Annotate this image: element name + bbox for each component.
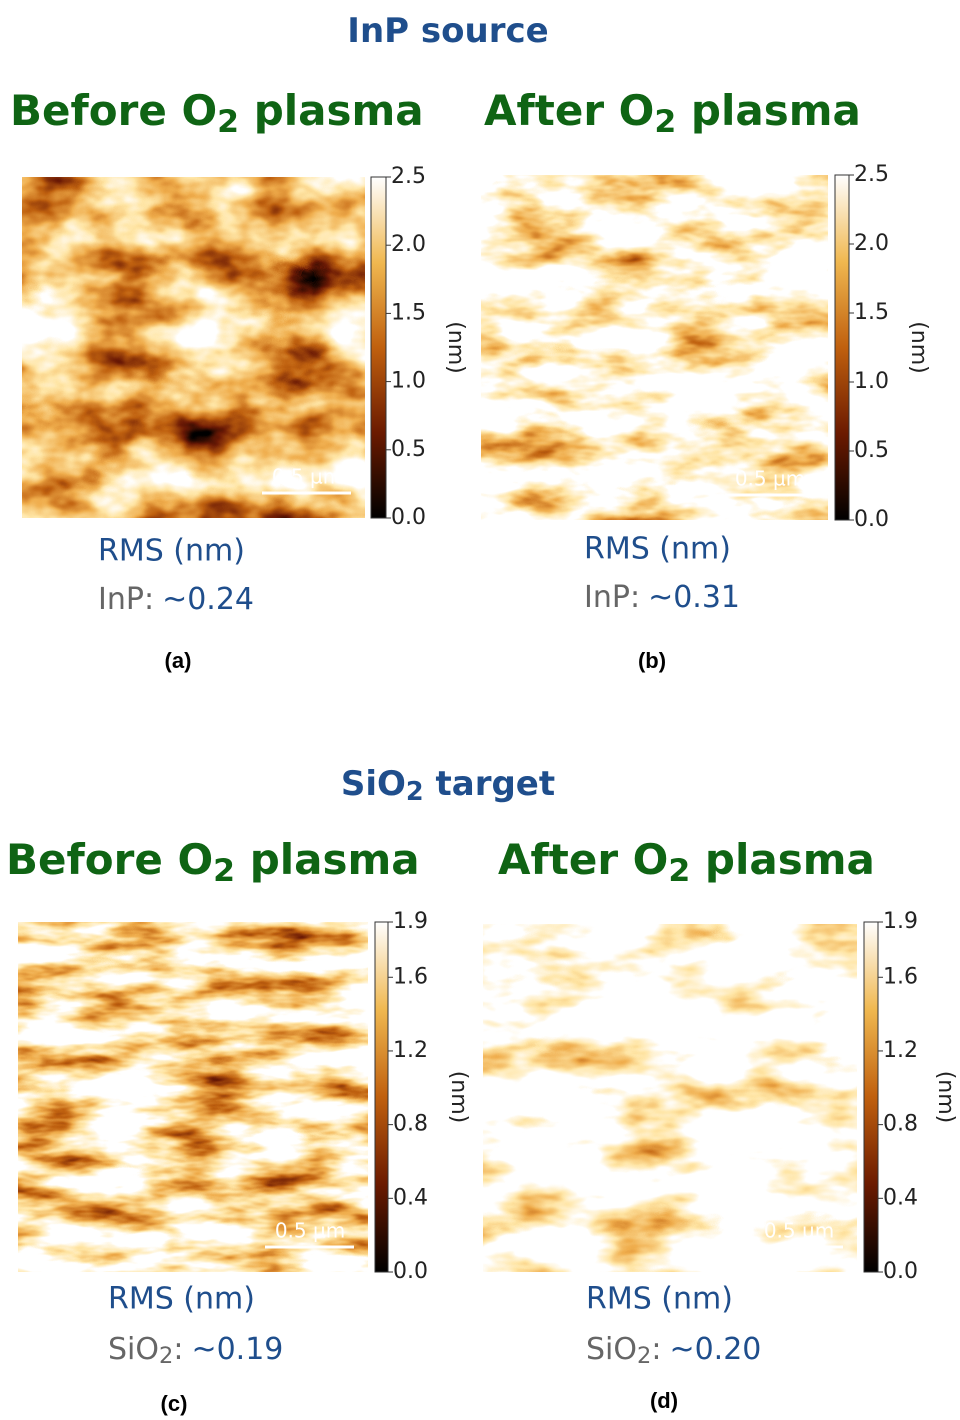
colorbar-tick-label: 1.2 xyxy=(883,1038,918,1063)
section-title-part: target xyxy=(424,764,555,804)
panel-heading-part: Before O xyxy=(10,86,217,135)
colorbar-tick-label: 1.5 xyxy=(854,300,889,325)
panel-caption: (b) xyxy=(638,648,666,673)
rms-material-part: 2 xyxy=(159,1343,173,1369)
afm-image xyxy=(482,923,858,1273)
colorbar-unit: (nm) xyxy=(443,321,468,374)
colorbar-tick-label: 1.5 xyxy=(391,300,426,325)
rms-material-part: : xyxy=(651,1332,661,1367)
colorbar xyxy=(834,174,850,521)
rms-value: ~0.24 xyxy=(162,582,254,617)
rms-material-part: SiO xyxy=(108,1332,159,1367)
rms-value: ~0.20 xyxy=(669,1332,761,1367)
section-title: SiO2 target xyxy=(341,764,555,807)
colorbar-tick-label: 1.9 xyxy=(393,909,428,934)
colorbar xyxy=(863,921,879,1273)
colorbar-tick-label: 0.0 xyxy=(391,505,426,530)
colorbar-tick-label: 1.6 xyxy=(883,964,918,989)
panel-heading-part: 2 xyxy=(654,104,676,140)
colorbar-tick-label: 0.4 xyxy=(883,1185,918,1210)
colorbar-tick-label: 1.2 xyxy=(393,1038,428,1063)
panel-heading-part: After O xyxy=(484,86,654,135)
rms-material-part: 2 xyxy=(637,1343,651,1369)
colorbar-tick-label: 1.9 xyxy=(883,909,918,934)
panel-heading-part: plasma xyxy=(235,835,420,884)
colorbar-tick-label: 0.0 xyxy=(393,1259,428,1284)
rms-label: RMS (nm) xyxy=(584,532,731,567)
scale-bar-label: 0.5 µm xyxy=(764,1219,834,1243)
panel-heading-part: plasma xyxy=(690,835,875,884)
rms-material: InP: ~0.31 xyxy=(584,580,740,615)
afm-image xyxy=(17,921,369,1273)
rms-material: SiO2: ~0.19 xyxy=(108,1332,283,1370)
colorbar-tick-label: 2.0 xyxy=(391,232,426,257)
colorbar xyxy=(374,921,389,1273)
scale-bar-label: 0.5 µm xyxy=(735,467,805,491)
afm-image xyxy=(480,174,829,521)
rms-material: SiO2: ~0.20 xyxy=(586,1332,761,1370)
colorbar-tick-label: 1.0 xyxy=(854,369,889,394)
rms-material: InP: ~0.24 xyxy=(98,582,254,617)
rms-label: RMS (nm) xyxy=(98,534,245,569)
panel-caption: (a) xyxy=(165,648,192,673)
rms-label: RMS (nm) xyxy=(108,1282,255,1317)
panel-heading: Before O2 plasma xyxy=(10,86,424,140)
colorbar-tick-label: 2.0 xyxy=(854,231,889,256)
colorbar-tick-label: 0.8 xyxy=(883,1112,918,1137)
panel-heading-part: 2 xyxy=(217,104,239,140)
panel-caption: (c) xyxy=(161,1391,188,1416)
rms-material-part: : xyxy=(173,1332,183,1367)
colorbar-tick-label: 0.0 xyxy=(854,507,889,532)
colorbar xyxy=(370,176,387,519)
panel-heading-part: After O xyxy=(498,835,668,884)
rms-label: RMS (nm) xyxy=(586,1282,733,1317)
colorbar-unit: (nm) xyxy=(933,1071,958,1124)
colorbar-tick-label: 0.0 xyxy=(883,1259,918,1284)
panel-heading-part: Before O xyxy=(6,835,213,884)
colorbar-tick-label: 2.5 xyxy=(854,162,889,187)
rms-material-part: SiO xyxy=(586,1332,637,1367)
panel-heading: After O2 plasma xyxy=(498,835,875,889)
panel-caption: (d) xyxy=(650,1388,678,1413)
rms-value: ~0.31 xyxy=(648,580,740,615)
colorbar-tick-label: 0.5 xyxy=(391,437,426,462)
colorbar-unit: (nm) xyxy=(446,1071,471,1124)
panel-heading: After O2 plasma xyxy=(484,86,861,140)
colorbar-tick-label: 0.4 xyxy=(393,1185,428,1210)
colorbar-tick-label: 2.5 xyxy=(391,164,426,189)
colorbar-tick-label: 1.0 xyxy=(391,369,426,394)
colorbar-tick-label: 0.5 xyxy=(854,438,889,463)
afm-image xyxy=(21,176,366,519)
panel-heading-part: plasma xyxy=(239,86,424,135)
scale-bar-label: 0.5 µm xyxy=(272,465,342,489)
section-title-part: SiO xyxy=(341,764,406,804)
section-title-part: InP source xyxy=(347,11,548,51)
rms-material-part: InP: xyxy=(98,582,154,617)
rms-material-part: InP: xyxy=(584,580,640,615)
rms-value: ~0.19 xyxy=(191,1332,283,1367)
section-title-part: 2 xyxy=(406,777,424,807)
colorbar-tick-label: 0.8 xyxy=(393,1112,428,1137)
colorbar-unit: (nm) xyxy=(906,321,931,374)
panel-heading-part: 2 xyxy=(668,853,690,889)
scale-bar-label: 0.5 µm xyxy=(275,1219,345,1243)
panel-heading-part: plasma xyxy=(676,86,861,135)
colorbar-tick-label: 1.6 xyxy=(393,964,428,989)
panel-heading-part: 2 xyxy=(213,853,235,889)
section-title: InP source xyxy=(347,11,548,51)
panel-heading: Before O2 plasma xyxy=(6,835,420,889)
